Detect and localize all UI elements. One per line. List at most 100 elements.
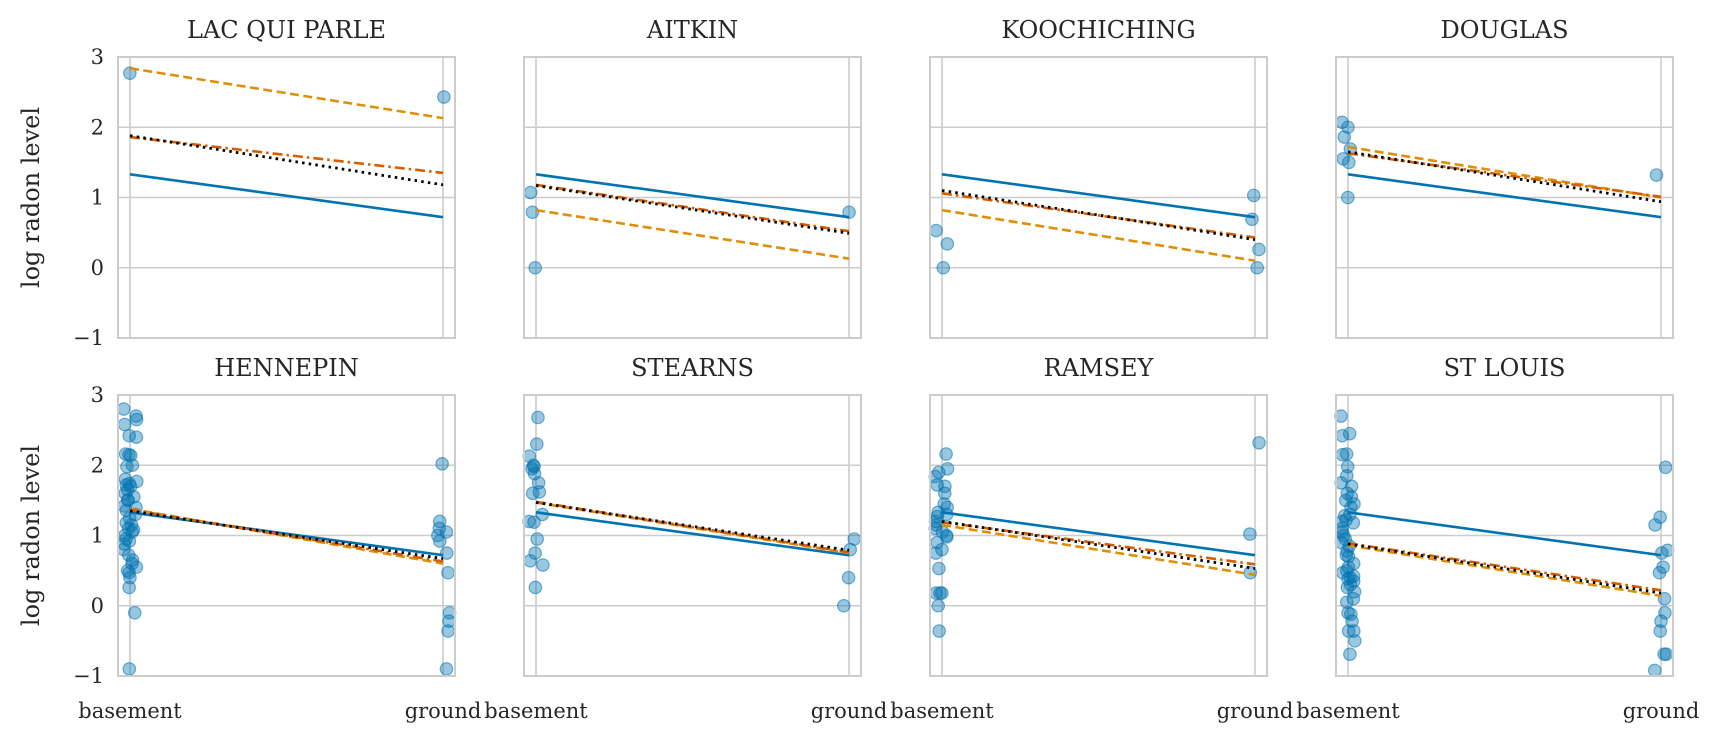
panel-st-louis: ST LOUIS basement ground: [1296, 354, 1699, 723]
data-point: [1342, 426, 1357, 441]
data-point: [129, 430, 144, 444]
data-point: [1658, 605, 1672, 620]
fit-line-dotted: [1347, 150, 1662, 204]
data-point: [1653, 510, 1667, 525]
data-point: [529, 437, 544, 451]
data-point: [129, 412, 144, 427]
data-point: [836, 598, 851, 613]
x-tick-label-ground: ground: [405, 699, 482, 723]
panel-title: ST LOUIS: [1444, 354, 1566, 382]
data-point: [120, 459, 134, 474]
data-point: [432, 534, 447, 548]
panel-title: LAC QUI PARLE: [187, 16, 386, 44]
data-point: [1250, 260, 1265, 275]
y-tick-label: 1: [91, 186, 104, 210]
data-point: [1658, 460, 1673, 475]
x-tick-label-basement: basement: [890, 699, 994, 723]
fit-line-dashed: [941, 208, 1256, 263]
x-tick-label-ground: ground: [811, 699, 888, 723]
fit-line-solid: [941, 511, 1256, 557]
data-point: [1343, 647, 1357, 662]
axes-frame: [117, 394, 456, 677]
data-point: [437, 90, 451, 104]
data-point: [441, 624, 455, 638]
data-point: [940, 237, 955, 251]
data-point: [1252, 435, 1266, 450]
data-point: [1346, 591, 1361, 606]
data-point: [523, 185, 538, 200]
data-point: [122, 565, 136, 580]
data-point: [1335, 428, 1350, 443]
fit-line-dashed: [129, 507, 444, 565]
data-point: [528, 580, 543, 595]
data-point: [1648, 518, 1662, 532]
data-point: [1341, 549, 1356, 564]
fit-line-dashed: [941, 523, 1256, 577]
fit-line-dashdot: [941, 520, 1256, 566]
data-point: [842, 205, 856, 220]
panel-title: KOOCHICHING: [1001, 16, 1195, 44]
fit-line-solid: [1347, 511, 1662, 557]
data-point: [1649, 168, 1664, 182]
data-point: [122, 662, 137, 676]
axes-frame: [523, 394, 862, 677]
y-axis-label: log radon level: [17, 107, 45, 288]
data-point: [439, 525, 454, 539]
data-point: [1348, 634, 1362, 648]
panel-douglas: DOUGLAS: [1335, 16, 1674, 339]
fit-line-solid: [129, 173, 444, 219]
fit-line-dotted: [1347, 542, 1662, 595]
data-point: [1252, 242, 1266, 257]
data-point: [1341, 190, 1355, 205]
panel-title: AITKIN: [646, 16, 738, 44]
y-tick-label: 3: [91, 45, 104, 69]
data-point: [1657, 591, 1672, 606]
panel-stearns: STEARNS basement ground: [484, 354, 887, 723]
data-point: [1657, 647, 1671, 662]
data-point: [1653, 624, 1668, 638]
fit-line-dotted: [941, 520, 1256, 570]
fit-line-solid: [535, 173, 850, 219]
panel-aitkin: AITKIN: [523, 16, 862, 339]
data-point: [1334, 476, 1348, 490]
data-point: [936, 260, 951, 275]
fit-line-dashdot: [535, 500, 850, 554]
axes-frame: [1335, 394, 1674, 677]
axes-frame: [523, 56, 862, 339]
data-point: [525, 205, 540, 220]
data-point: [938, 479, 952, 494]
y-tick-label: −1: [73, 326, 104, 350]
data-point: [1246, 188, 1261, 203]
data-point: [439, 662, 454, 676]
fit-line-dashed: [535, 501, 850, 555]
panel-title: DOUGLAS: [1440, 16, 1568, 44]
data-point: [928, 546, 943, 560]
data-point: [435, 457, 449, 471]
data-point: [1243, 527, 1257, 541]
data-point: [439, 546, 454, 560]
fit-line-dashed: [1347, 544, 1662, 598]
y-tick-label: 1: [91, 524, 104, 548]
fit-line-solid: [941, 173, 1256, 219]
data-point: [527, 459, 541, 474]
fit-line-dashdot: [129, 508, 444, 563]
data-point: [937, 486, 952, 501]
data-point: [116, 402, 131, 416]
fit-line-dashdot: [129, 135, 444, 175]
data-point: [530, 532, 545, 546]
data-point: [531, 410, 545, 425]
panel-title: STEARNS: [631, 354, 754, 382]
data-point: [1652, 565, 1667, 580]
panel-hennepin: HENNEPIN −1 0 1 2 3 log radon level basement gro…: [17, 354, 481, 723]
fit-line-dashed: [129, 66, 444, 120]
data-point: [1647, 663, 1662, 678]
data-point: [1340, 595, 1354, 610]
data-point: [1334, 409, 1348, 423]
data-point: [1347, 624, 1361, 638]
data-point: [932, 561, 946, 576]
data-point: [932, 624, 946, 638]
fit-line-dashed: [535, 208, 850, 260]
data-point: [931, 598, 946, 613]
panel-koochiching: KOOCHICHING: [929, 16, 1268, 339]
panel-title: HENNEPIN: [214, 354, 359, 382]
